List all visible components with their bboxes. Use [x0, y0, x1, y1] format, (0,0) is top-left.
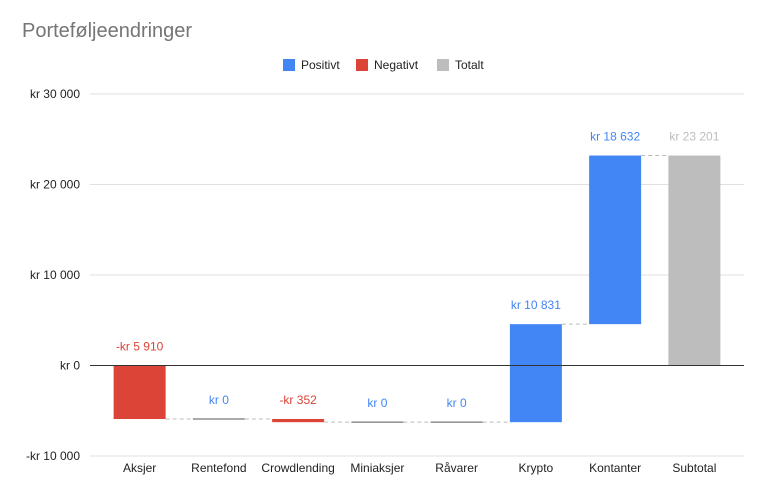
legend-label-1: Negativt: [374, 58, 419, 72]
x-tick-label-1: Rentefond: [191, 461, 246, 475]
x-tick-label-4: Råvarer: [435, 461, 478, 475]
y-tick-label-3: kr 20 000: [30, 178, 80, 192]
chart-title: Porteføljeendringer: [22, 20, 193, 42]
legend-label-2: Totalt: [455, 58, 484, 72]
x-tick-label-3: Miniaksjer: [350, 461, 404, 475]
data-label-6: kr 18 632: [590, 130, 640, 144]
x-tick-label-7: Subtotal: [672, 461, 716, 475]
bar-6: [589, 155, 642, 325]
data-label-2: -kr 352: [279, 393, 317, 407]
y-tick-label-1: kr 0: [60, 359, 80, 373]
legend-label-0: Positivt: [301, 58, 340, 72]
legend-swatch-2: [437, 59, 449, 71]
bar-5: [509, 324, 562, 423]
y-tick-label-2: kr 10 000: [30, 268, 80, 282]
bar-0: [113, 365, 166, 419]
data-label-3: kr 0: [367, 396, 387, 410]
x-tick-label-0: Aksjer: [123, 461, 156, 475]
legend-swatch-0: [283, 59, 295, 71]
bar-7: [668, 155, 721, 366]
data-label-7: kr 23 201: [669, 130, 719, 144]
data-label-5: kr 10 831: [511, 298, 561, 312]
x-tick-label-2: Crowdlending: [261, 461, 334, 475]
bar-2: [272, 418, 325, 423]
x-tick-label-6: Kontanter: [589, 461, 641, 475]
data-label-0: -kr 5 910: [116, 340, 164, 354]
y-tick-label-4: kr 30 000: [30, 87, 80, 101]
y-tick-label-0: -kr 10 000: [26, 449, 80, 463]
legend-swatch-1: [356, 59, 368, 71]
x-tick-label-5: Krypto: [519, 461, 554, 475]
data-label-4: kr 0: [447, 396, 467, 410]
data-label-1: kr 0: [209, 393, 229, 407]
